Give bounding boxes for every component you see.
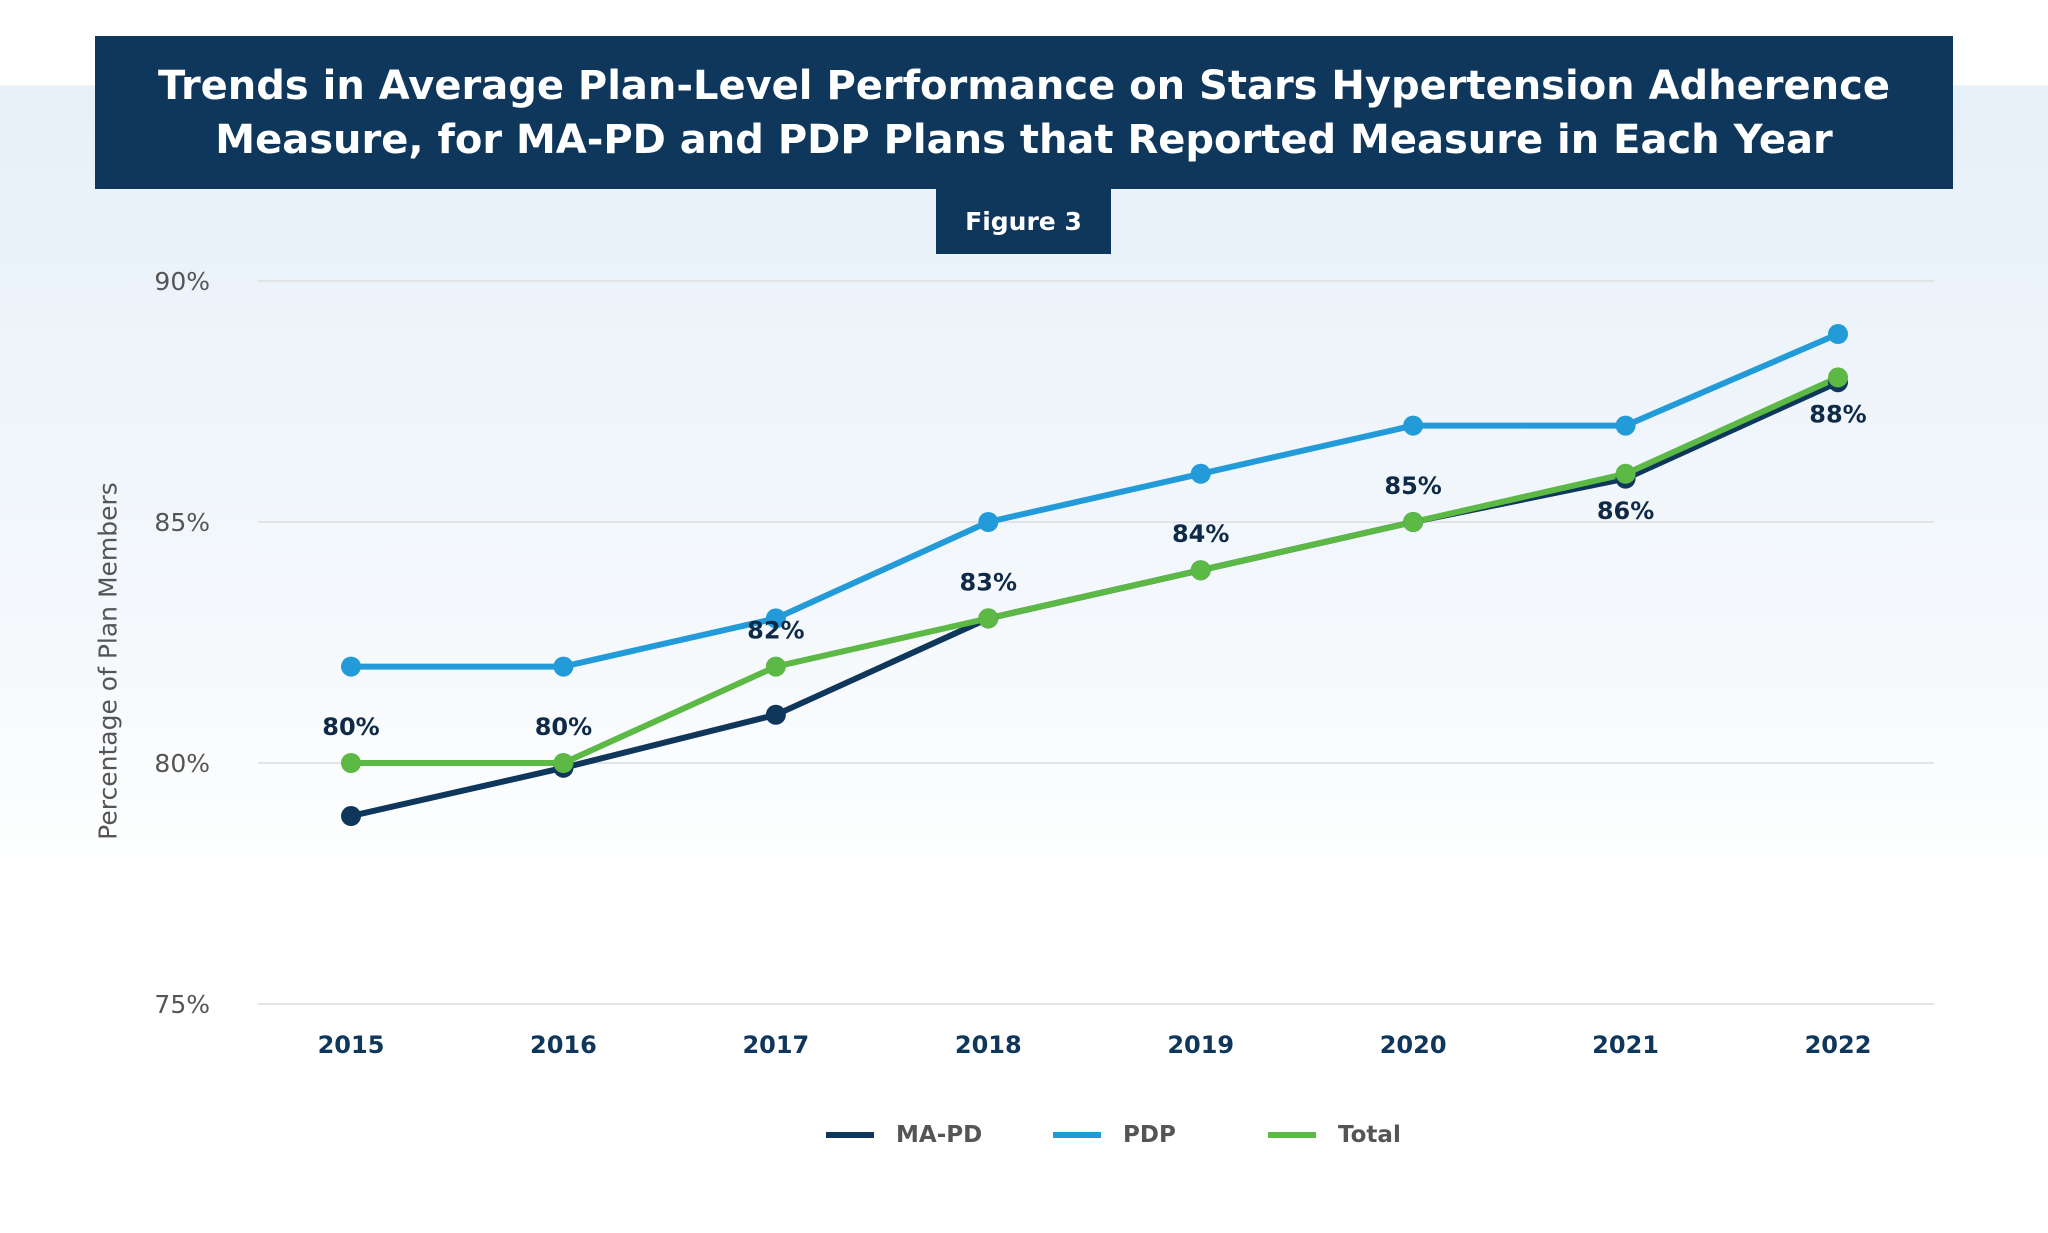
x-tick-label: 2015 — [318, 1031, 385, 1059]
legend-item-pdp: PDP — [1053, 1122, 1176, 1148]
y-tick-label: 90% — [154, 267, 210, 296]
legend-swatch — [1053, 1132, 1101, 1138]
series-line-ma-pd — [350, 379, 1840, 819]
legend-item-total: Total — [1268, 1122, 1401, 1148]
legend-label: Total — [1338, 1122, 1401, 1148]
legend-label: MA-PD — [896, 1122, 983, 1148]
data-point-pdp — [978, 512, 999, 532]
data-point-pdp — [1828, 324, 1848, 345]
x-tick-label: 2017 — [742, 1031, 809, 1059]
data-point-pdp — [341, 656, 361, 677]
data-point-total — [978, 608, 999, 629]
data-label: 85% — [1384, 472, 1441, 500]
data-label: 86% — [1597, 497, 1654, 525]
data-point-total — [1403, 512, 1424, 532]
chart-title: Trends in Average Plan-Level Performance… — [95, 36, 1953, 189]
legend: MA-PD PDP Total — [0, 1122, 2048, 1162]
x-tick-label: 2021 — [1592, 1031, 1659, 1059]
data-point-total — [765, 656, 786, 677]
y-tick-label: 85% — [154, 508, 210, 537]
data-point-total — [553, 753, 574, 773]
data-point-pdp — [1190, 463, 1211, 484]
x-tick-label: 2016 — [530, 1031, 597, 1059]
figure-label: Figure 3 — [936, 189, 1111, 254]
x-tick-label: 2020 — [1380, 1031, 1447, 1059]
data-label: 84% — [1172, 520, 1229, 548]
x-tick-label: 2019 — [1167, 1031, 1234, 1059]
data-point-ma-pd — [341, 806, 361, 827]
legend-label: PDP — [1123, 1122, 1176, 1148]
data-label: 80% — [322, 713, 379, 741]
x-tick-label: 2018 — [955, 1031, 1022, 1059]
data-label: 88% — [1809, 400, 1866, 428]
data-point-ma-pd — [765, 704, 786, 725]
data-point-pdp — [765, 608, 786, 629]
y-tick-label: 80% — [154, 749, 210, 778]
data-point-total — [1828, 367, 1848, 388]
data-point-total — [341, 753, 361, 773]
x-tick-label: 2022 — [1805, 1031, 1872, 1059]
data-label: 82% — [747, 617, 804, 645]
y-tick-label: 75% — [154, 990, 210, 1019]
series-line-total — [351, 374, 1840, 766]
legend-item-ma-pd: MA-PD — [826, 1122, 982, 1148]
legend-swatch — [1268, 1132, 1316, 1138]
series-line-pdp — [351, 331, 1840, 670]
data-point-pdp — [553, 656, 574, 677]
data-point-total — [1190, 560, 1211, 581]
data-label: 80% — [535, 713, 592, 741]
legend-swatch — [826, 1132, 874, 1138]
data-point-total — [1615, 463, 1636, 484]
data-label: 83% — [960, 568, 1017, 596]
data-point-pdp — [1403, 415, 1424, 436]
data-point-pdp — [1615, 415, 1636, 436]
